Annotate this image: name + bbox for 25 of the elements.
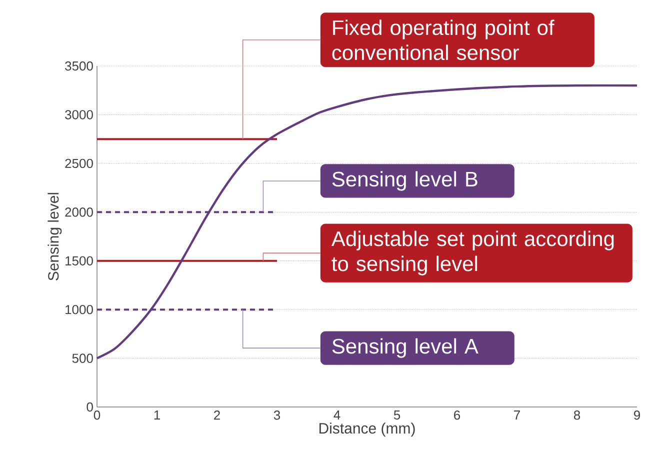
x-tick-label: 0	[94, 410, 100, 420]
ref-line-label: Fixed operating point of conventional sensor	[332, 20, 554, 60]
ref-line-label: Adjustable set point according to sensing level	[331, 230, 614, 276]
x-axis-title: Distance (mm)	[319, 422, 415, 437]
x-tick-label: 8	[574, 410, 580, 420]
y-tick-label: 1500	[66, 256, 93, 266]
ref-line-label: Sensing level B	[332, 171, 478, 191]
y-axis-title: Sensing level	[48, 192, 62, 280]
y-tick-label: 500	[72, 354, 93, 363]
x-tick-label: 2	[214, 410, 220, 420]
y-tick-label: 2000	[65, 208, 93, 217]
x-tick-label: 4	[334, 410, 340, 420]
y-tick-label: 2500	[65, 158, 93, 168]
y-tick-label: 1000	[66, 304, 93, 314]
x-tick-label: 6	[454, 410, 460, 420]
line-series	[96, 84, 638, 360]
y-tick-label: 3500	[65, 61, 93, 71]
y-tick-label: 0	[86, 402, 93, 412]
x-tick-label: 9	[634, 410, 640, 420]
x-tick-label: 1	[154, 410, 160, 420]
y-tick-label: 3000	[65, 110, 93, 120]
x-tick-label: 3	[274, 410, 280, 420]
x-tick-label: 7	[514, 410, 520, 420]
ref-line-label: Sensing level A	[332, 338, 478, 358]
x-tick-label: 5	[394, 410, 400, 420]
